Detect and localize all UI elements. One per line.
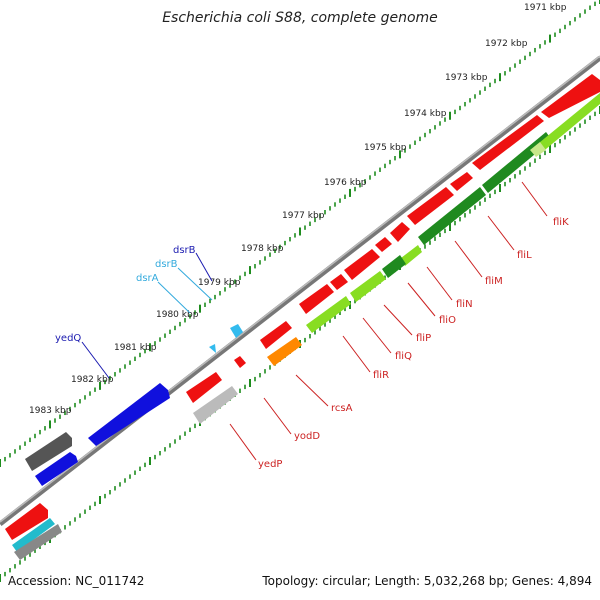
kbp-label: 1983 kbp xyxy=(29,406,72,416)
kbp-label: 1975 kbp xyxy=(364,143,407,153)
gene-label-fliM: fliM xyxy=(485,276,503,287)
callout-line xyxy=(454,240,483,278)
gene-block xyxy=(193,386,238,424)
backbone-line xyxy=(0,56,600,526)
callout-line xyxy=(195,252,213,282)
callout-line xyxy=(487,215,515,251)
gene-block xyxy=(541,74,600,118)
tick-track-outer xyxy=(0,0,600,467)
gene-block xyxy=(299,284,334,314)
gene-label-yedQ: yedQ xyxy=(55,333,81,344)
gene-block xyxy=(88,383,170,446)
callout-line xyxy=(81,341,110,379)
map-title: Escherichia coli S88, complete genome xyxy=(162,10,438,26)
gene-block xyxy=(375,237,392,252)
callout-line xyxy=(157,281,191,314)
gene-block xyxy=(534,93,600,154)
lower-callouts xyxy=(229,181,548,461)
callout-line xyxy=(521,181,548,217)
gene-block xyxy=(35,452,78,486)
gene-labels: fliK fliL fliM fliN fliO fliP fliQ fliR … xyxy=(55,217,569,470)
gene-block xyxy=(450,172,473,191)
gene-block xyxy=(390,222,410,242)
gene-label-fliK: fliK xyxy=(553,217,569,228)
gene-label-fliP: fliP xyxy=(416,333,431,344)
kbp-label: 1982 kbp xyxy=(71,375,114,385)
callout-line xyxy=(342,335,371,373)
gene-label-dsrB-upper: dsrB xyxy=(173,245,196,256)
gene-label-fliO: fliO xyxy=(439,315,456,326)
rna-marker xyxy=(230,324,243,338)
gene-block xyxy=(418,187,486,245)
pseudo-block xyxy=(25,432,72,471)
gene-block xyxy=(260,321,292,349)
gene-label-rcsA: rcsA xyxy=(331,403,353,414)
backbone xyxy=(0,55,600,526)
rna-marker xyxy=(209,344,216,353)
gene-label-fliL: fliL xyxy=(517,250,532,261)
gene-block xyxy=(344,249,380,280)
callout-line xyxy=(407,282,436,317)
gene-block xyxy=(530,142,546,157)
kbp-label: 1971 kbp xyxy=(524,3,567,13)
kbp-label: 1977 kbp xyxy=(282,211,325,221)
gene-label-fliR: fliR xyxy=(373,370,389,381)
gene-block xyxy=(186,372,222,403)
gene-block xyxy=(401,245,422,266)
upper-callouts xyxy=(81,252,213,379)
kbp-label: 1973 kbp xyxy=(445,73,488,83)
gene-block xyxy=(382,255,406,278)
gene-block xyxy=(472,115,544,170)
gene-label-fliQ: fliQ xyxy=(395,351,412,362)
gene-label-yodD: yodD xyxy=(294,431,320,442)
callout-line xyxy=(229,423,257,461)
gene-label-dsrB-lower: dsrB xyxy=(155,259,178,270)
kbp-label: 1980 kbp xyxy=(156,310,199,320)
gene-block xyxy=(5,503,48,540)
kbp-label: 1981 kbp xyxy=(114,343,157,353)
kbp-label: 1978 kbp xyxy=(241,244,284,254)
gene-label-fliN: fliN xyxy=(456,299,473,310)
gene-block xyxy=(306,296,351,333)
gene-block xyxy=(267,337,302,366)
callout-line xyxy=(263,397,292,435)
kbp-label: 1972 kbp xyxy=(485,39,528,49)
backbone-highlight xyxy=(0,55,600,523)
gene-block xyxy=(12,518,55,552)
accession-text: Accession: NC_011742 xyxy=(8,574,145,588)
inner-strand-genes xyxy=(12,93,600,560)
kbp-labels: 1971 kbp 1972 kbp 1973 kbp 1974 kbp 1975… xyxy=(29,3,567,416)
gene-label-dsrA: dsrA xyxy=(136,273,159,284)
outer-strand-genes xyxy=(5,74,600,540)
callout-line xyxy=(426,266,453,301)
kbp-label: 1979 kbp xyxy=(198,278,241,288)
gene-block xyxy=(330,274,348,290)
callout-line xyxy=(295,374,329,407)
pseudo-block xyxy=(14,524,62,560)
callout-line xyxy=(383,304,413,336)
gene-label-yedP: yedP xyxy=(258,459,282,470)
kbp-label: 1974 kbp xyxy=(404,109,447,119)
callout-line xyxy=(177,267,213,301)
genome-summary-text: Topology: circular; Length: 5,032,268 bp… xyxy=(262,574,592,588)
kbp-label: 1976 kbp xyxy=(324,178,367,188)
gene-block xyxy=(407,187,454,225)
callout-line xyxy=(362,317,392,354)
gene-block xyxy=(234,356,246,368)
gene-block xyxy=(350,271,386,302)
